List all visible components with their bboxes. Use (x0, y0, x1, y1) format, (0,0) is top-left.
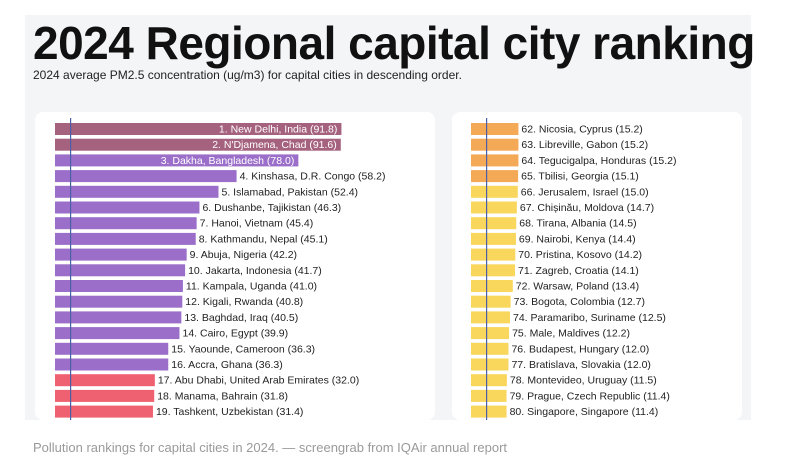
bar-label: 79. Prague, Czech Republic (11.4) (510, 390, 670, 402)
bar (471, 154, 519, 167)
bar-label: 77. Bratislava, Slovakia (12.0) (511, 359, 650, 371)
right-chart: 62. Nicosia, Cyprus (15.2) 63. Libreville… (471, 118, 677, 420)
bar (55, 232, 196, 245)
bar-label: 17. Abu Dhabi, United Arab Emirates (32.… (158, 375, 359, 387)
bar-label: 67. Chișinău, Moldova (14.7) (520, 202, 654, 214)
bar-label: 75. Male, Maldives (12.2) (512, 328, 630, 340)
bar-label: 72. Warsaw, Poland (13.4) (516, 281, 639, 293)
left-chart: 1. New Delhi, India (91.8) 2. N'Djamena, … (55, 118, 386, 420)
bar-label: 7. Hanoi, Vietnam (45.4) (200, 218, 314, 230)
bar-label: 78. Montevideo, Uruguay (11.5) (510, 375, 657, 387)
bar-label: 10. Jakarta, Indonesia (41.7) (188, 265, 322, 277)
bar (55, 342, 169, 355)
bar-label: 8. Kathmandu, Nepal (45.1) (199, 233, 328, 245)
bar (55, 201, 200, 214)
bar-label: 16. Accra, Ghana (36.3) (171, 359, 282, 371)
bar-label: 80. Singapore, Singapore (11.4) (510, 406, 659, 418)
bar (471, 217, 517, 230)
bar (55, 217, 197, 230)
bar-label: 69. Nairobi, Kenya (14.4) (519, 233, 636, 245)
bar (55, 123, 342, 135)
bar (471, 201, 517, 214)
bar-label: 6. Dushanbe, Tajikistan (46.3) (202, 202, 341, 214)
bar-label: 74. Paramaribo, Suriname (12.5) (513, 312, 666, 324)
bar (471, 185, 518, 198)
bar-label: 73. Bogota, Colombia (12.7) (514, 296, 645, 308)
bar-label: 3. Dakha, Bangladesh (78.0) (161, 155, 295, 167)
bar-label: 13. Baghdad, Iraq (40.5) (184, 312, 298, 324)
bar (55, 389, 155, 402)
bar (471, 295, 511, 308)
bar (55, 264, 186, 277)
chart-subtitle: 2024 average PM2.5 concentration (ug/m3)… (33, 68, 462, 82)
bar-label: 19. Tashkent, Uzbekistan (31.4) (156, 406, 303, 418)
bar-label: 12. Kigali, Rwanda (40.8) (185, 296, 303, 308)
bar-label: 9. Abuja, Nigeria (42.2) (190, 249, 297, 261)
bar (471, 358, 509, 371)
bar (471, 232, 516, 245)
bar (471, 123, 519, 135)
bar-label: 15. Yaounde, Cameroon (36.3) (171, 343, 315, 355)
bar (55, 170, 237, 183)
image-caption: Pollution rankings for capital cities in… (33, 440, 508, 455)
bar (471, 170, 519, 183)
bar (55, 405, 153, 418)
bar-label: 18. Manama, Bahrain (31.8) (157, 390, 288, 402)
bar (471, 138, 519, 151)
bar-label: 76. Budapest, Hungary (12.0) (511, 343, 649, 355)
page-title: 2024 Regional capital city ranking (33, 17, 755, 69)
bar (471, 405, 507, 418)
bar (55, 295, 183, 308)
bar (55, 185, 219, 198)
bar (471, 311, 510, 324)
bar (55, 311, 182, 324)
bar-label: 62. Nicosia, Cyprus (15.2) (521, 124, 642, 136)
bar-label: 65. Tbilisi, Georgia (15.1) (521, 171, 639, 183)
bar-label: 71. Zagreb, Croatia (14.1) (518, 265, 639, 277)
bar (471, 342, 509, 355)
bar-label: 11. Kampala, Uganda (41.0) (186, 281, 317, 293)
bar (471, 389, 507, 402)
bar (55, 248, 187, 261)
bar-label: 14. Cairo, Egypt (39.9) (182, 328, 288, 340)
bar (471, 264, 515, 277)
bar (471, 248, 516, 261)
bar (55, 154, 299, 167)
bar-label: 1. New Delhi, India (91.8) (219, 124, 337, 136)
bar-label: 70. Pristina, Kosovo (14.2) (518, 249, 642, 261)
bar (471, 327, 510, 340)
bar (471, 280, 513, 292)
bar-label: 68. Tirana, Albania (14.5) (519, 218, 636, 230)
bar (55, 138, 341, 151)
bar (55, 327, 180, 340)
bar (55, 280, 183, 292)
bar-label: 4. Kinshasa, D.R. Congo (58.2) (240, 171, 386, 183)
bar-label: 63. Libreville, Gabon (15.2) (521, 139, 648, 151)
bar-label: 2. N'Djamena, Chad (91.6) (212, 139, 337, 151)
bar (55, 374, 155, 387)
bar-label: 5. Islamabad, Pakistan (52.4) (221, 186, 358, 198)
bar (55, 358, 169, 371)
bar-label: 64. Tegucigalpa, Honduras (15.2) (521, 155, 676, 167)
bar (471, 374, 507, 387)
bar-label: 66. Jerusalem, Israel (15.0) (521, 186, 649, 198)
